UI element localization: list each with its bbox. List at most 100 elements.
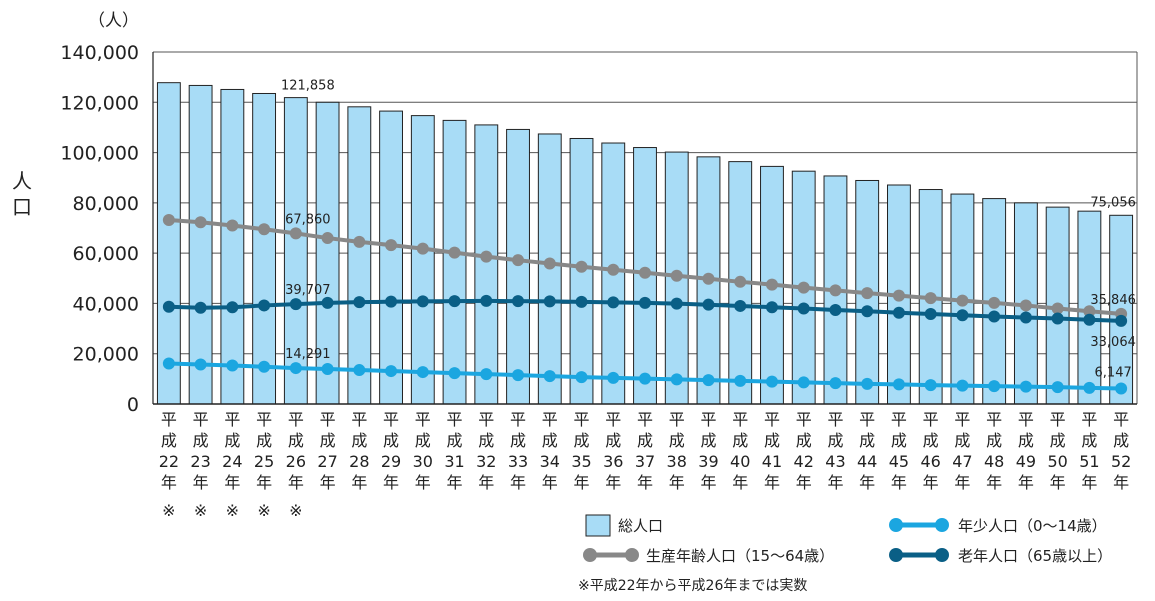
point [956,294,969,307]
point [829,303,842,316]
x-tick-label: 42 [794,452,814,471]
y-tick-label: 80,000 [73,193,139,215]
point [956,379,969,392]
point [702,298,715,311]
x-tick-label: 49 [1016,452,1036,471]
point [226,219,239,232]
point [416,295,429,308]
point [448,367,461,380]
point [1019,299,1032,312]
x-tick-label: 成 [193,431,209,450]
x-tick-label: 成 [574,431,590,450]
x-tick-label: 成 [224,431,240,450]
x-tick-label: 平 [224,410,240,429]
x-tick-label: 平 [320,410,336,429]
point [194,216,207,229]
point [1051,381,1064,394]
y-axis-label-char: 口 [12,195,32,219]
x-tick-label: 年 [669,473,685,492]
point [575,260,588,273]
point [1051,312,1064,325]
x-tick-label: 41 [762,452,782,471]
x-tick-label: 26 [286,452,306,471]
point [448,295,461,308]
x-tick-label: ※ [226,501,239,520]
point [702,272,715,285]
bar [506,128,530,405]
x-tick-label: 成 [415,431,431,450]
bar [442,119,467,405]
point [988,310,1001,323]
x-tick-label: 成 [510,431,526,450]
bar [379,110,403,405]
x-tick-label: 平 [288,410,304,429]
point [639,266,651,279]
x-tick-label: 年 [986,473,1002,492]
x-tick-label: 年 [859,473,875,492]
x-tick-label: 成 [320,431,336,450]
legend-marker-working [583,548,597,562]
x-tick-label: 平 [986,410,1002,429]
x-tick-label: 平 [542,410,558,429]
data-label: 35,846 [1090,293,1136,308]
x-tick-label: 平 [1113,410,1129,429]
point [385,365,398,378]
x-tick-label: 成 [700,431,716,450]
point [892,378,905,391]
axes [152,52,1138,405]
x-tick-label: 年 [1050,473,1066,492]
y-tick-label: 120,000 [60,92,139,114]
point [385,295,398,308]
x-tick-label: 成 [732,431,748,450]
data-label: 14,291 [285,347,331,362]
data-label: 33,064 [1090,335,1136,350]
x-tick-label: 年 [447,473,463,492]
point [162,213,175,226]
point [988,380,1001,393]
x-tick-label: ※ [162,501,175,520]
point [321,296,334,309]
y-tick-label: 140,000 [60,42,139,64]
x-tick-label: 年 [224,473,240,492]
x-tick-label: 年 [161,473,177,492]
x-tick-label: 40 [730,452,750,471]
data-labels: 121,858 67,860 39,707 14,291 75,056 35,846 33,… [281,79,1136,381]
point [861,305,874,318]
y-axis-label: 人口 [12,169,32,219]
x-tick-label: 年 [542,473,558,492]
x-tick-label: 平 [383,410,399,429]
x-tick-label: 成 [256,431,272,450]
x-tick-label: 平 [764,410,780,429]
x-tick-label: 成 [605,431,621,450]
x-tick-label: 36 [603,452,623,471]
x-tick-label: 34 [540,452,560,471]
legend-marker-young [935,518,949,532]
x-tick-label: 成 [796,431,812,450]
point [353,296,366,309]
point [543,257,556,270]
x-tick-label: 成 [383,431,399,450]
x-tick-label: 平 [447,410,463,429]
bar [188,84,213,405]
data-label: 75,056 [1090,195,1136,210]
legend-label-total: 総人口 [618,517,663,535]
data-label: 39,707 [285,283,331,298]
point [194,301,207,314]
bar [410,115,435,405]
x-tick-label: 年 [954,473,970,492]
x-tick-label: 平 [161,410,177,429]
point [956,309,969,322]
x-tick-label: 年 [891,473,907,492]
x-tick-label: 平 [954,410,970,429]
point [639,372,651,385]
point [670,297,683,310]
legend-label-elderly: 老年人口（65歳以上） [958,547,1112,565]
point [1083,313,1096,326]
point [480,250,493,263]
x-tick-label: 24 [222,452,242,471]
point [829,377,842,390]
x-tick-label: 年 [478,473,494,492]
x-tick-label: 平 [827,410,843,429]
x-tick-label: 平 [1081,410,1097,429]
